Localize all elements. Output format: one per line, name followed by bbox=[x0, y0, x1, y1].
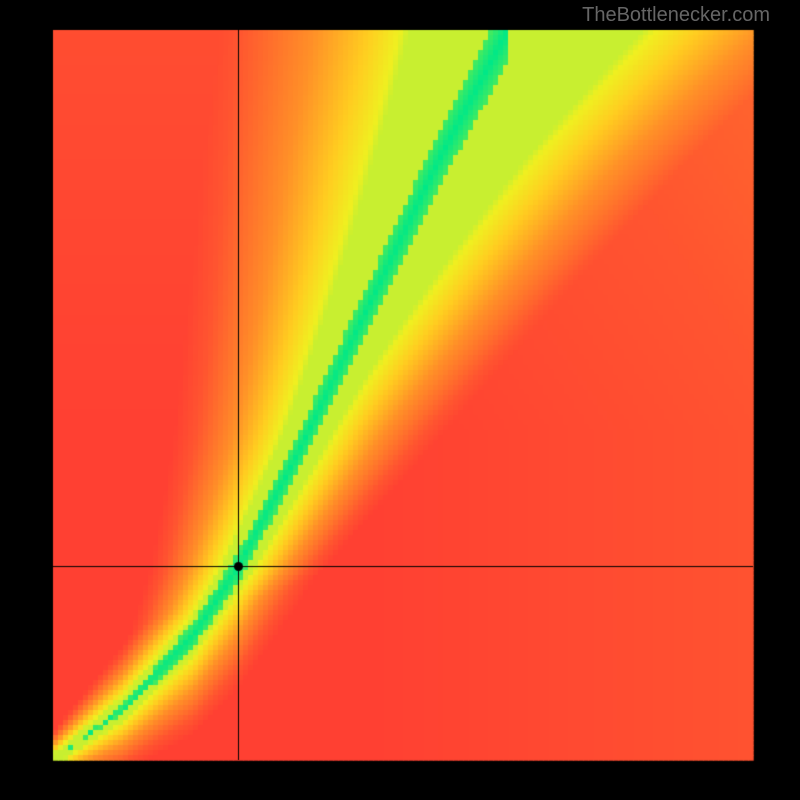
bottleneck-heatmap bbox=[0, 0, 800, 800]
chart-container: TheBottlenecker.com bbox=[0, 0, 800, 800]
watermark-text: TheBottlenecker.com bbox=[582, 4, 770, 27]
